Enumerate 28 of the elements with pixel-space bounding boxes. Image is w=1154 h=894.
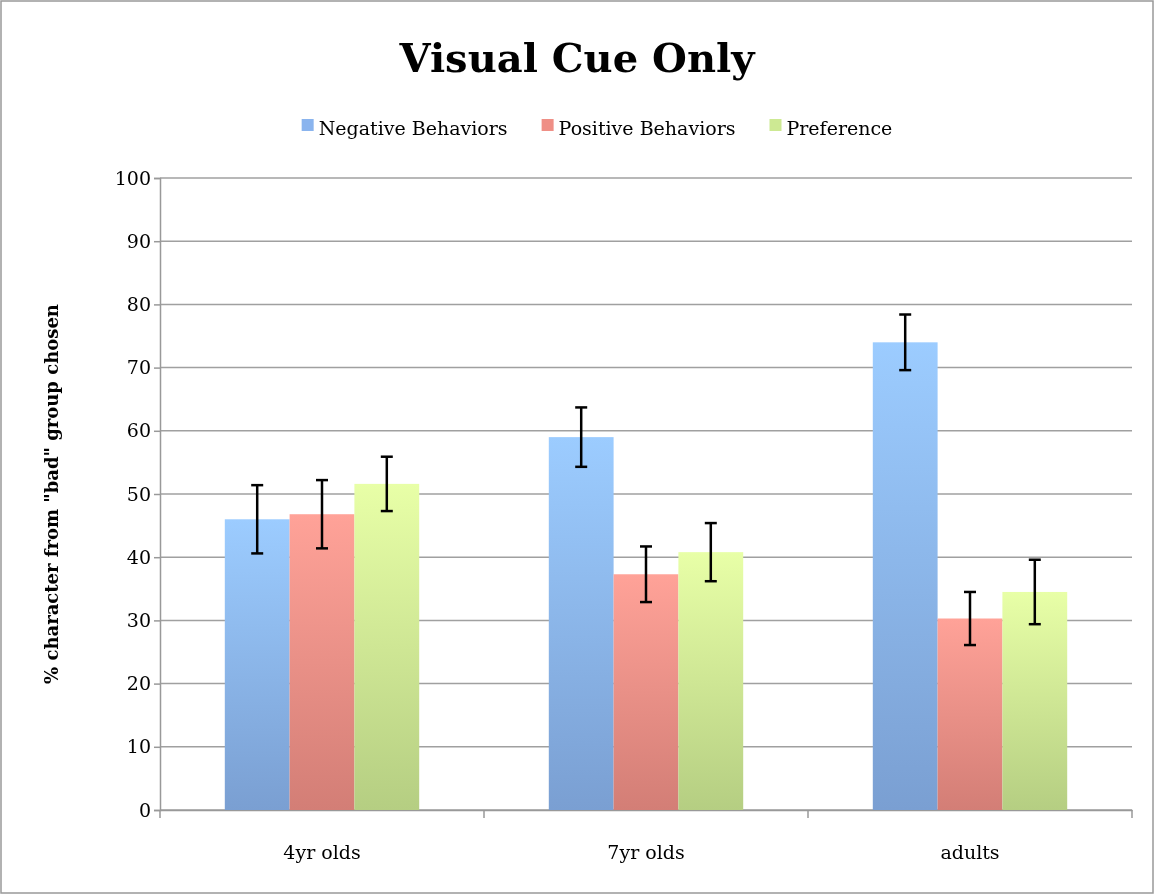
y-tick-label: 30 bbox=[126, 608, 151, 631]
y-axis-title: % character from "bad" group chosen bbox=[41, 304, 62, 684]
bar bbox=[937, 618, 1003, 810]
bar bbox=[354, 483, 420, 810]
bar bbox=[1002, 591, 1068, 810]
y-tick-label: 90 bbox=[126, 229, 151, 252]
y-tick-label: 0 bbox=[138, 798, 151, 821]
y-tick-label: 50 bbox=[126, 482, 151, 505]
x-tick-label: adults bbox=[940, 841, 1000, 864]
y-tick-label: 80 bbox=[126, 292, 151, 315]
x-tick-label: 4yr olds bbox=[283, 841, 361, 864]
y-tick-label: 100 bbox=[114, 166, 151, 189]
y-tick-label: 40 bbox=[126, 545, 151, 568]
legend-label: Preference bbox=[786, 117, 893, 139]
legend-label: Positive Behaviors bbox=[558, 117, 736, 139]
y-tick-label: 20 bbox=[126, 672, 151, 695]
y-tick-label: 70 bbox=[126, 356, 151, 379]
legend-label: Negative Behaviors bbox=[318, 117, 508, 139]
bar bbox=[613, 574, 679, 810]
y-tick-label: 60 bbox=[126, 419, 151, 442]
bar bbox=[678, 552, 744, 810]
bar bbox=[872, 342, 938, 810]
bar bbox=[289, 514, 355, 810]
y-tick-label: 10 bbox=[126, 735, 151, 758]
chart-title: Visual Cue Only bbox=[398, 34, 757, 81]
bar bbox=[224, 519, 290, 810]
x-tick-label: 7yr olds bbox=[607, 841, 685, 864]
bar bbox=[548, 437, 614, 810]
